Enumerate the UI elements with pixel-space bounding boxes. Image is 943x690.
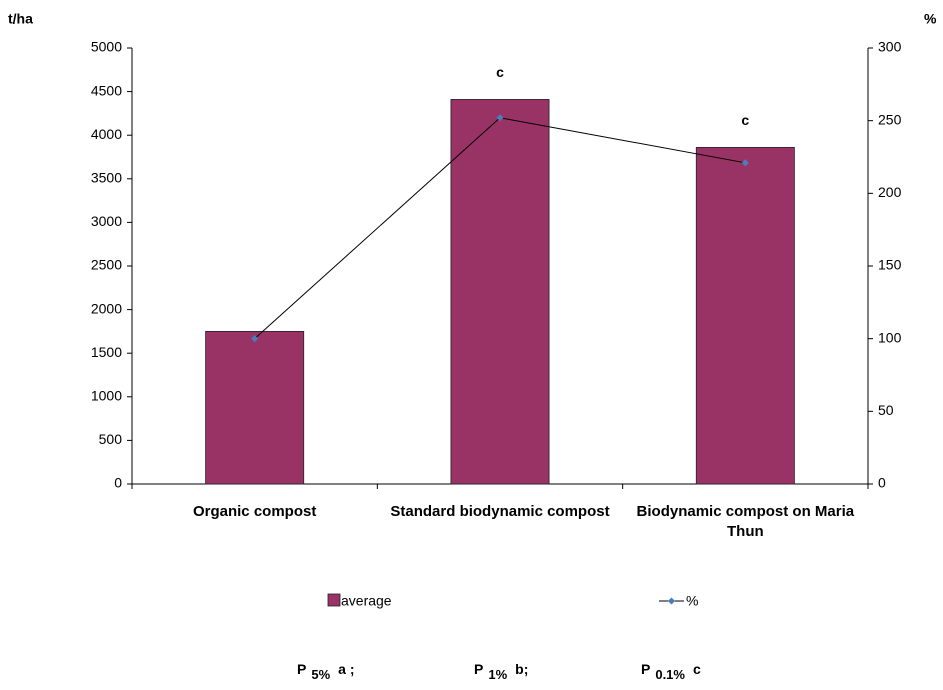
y2-axis-label: % [924, 11, 937, 27]
bar [450, 99, 550, 485]
footnote: P 0.1% c [641, 661, 701, 683]
legend-label: % [686, 593, 698, 609]
marker [741, 159, 749, 167]
footnote-letter: a ; [338, 661, 354, 677]
footnote-sub: 5% [311, 667, 330, 682]
x-tick-label: Standard biodynamic compost [390, 503, 610, 520]
y-axis-label: t/ha [8, 11, 33, 27]
y-tick-label: 2500 [91, 257, 122, 273]
marker [251, 335, 259, 343]
y2-tick-label: 100 [878, 329, 902, 345]
significance-label: c [741, 112, 749, 128]
y-tick-label: 1000 [91, 388, 122, 404]
y2-tick-label: 250 [878, 111, 902, 127]
y-tick-label: 4000 [91, 126, 122, 142]
x-tick-label: Biodynamic compost on Maria Thun [636, 503, 855, 540]
y-tick-label: 500 [99, 431, 123, 447]
y2-tick-label: 300 [878, 39, 902, 55]
y-tick-label: 5000 [91, 39, 122, 55]
y-tick-label: 4500 [91, 82, 122, 98]
legend-label: average [341, 593, 392, 609]
footnote-label: P [641, 661, 650, 677]
footnote-label: P [474, 661, 483, 677]
y-tick-label: 3000 [91, 213, 122, 229]
footnote-sub: 1% [488, 667, 507, 682]
legend-marker [667, 597, 676, 605]
y-tick-label: 3500 [91, 170, 122, 186]
y-tick-label: 1500 [91, 344, 122, 360]
footnote: P 1% b; [474, 661, 528, 683]
y2-tick-label: 0 [878, 475, 886, 491]
significance-label: c [496, 64, 504, 80]
bar [695, 147, 795, 485]
y-tick-label: 0 [114, 475, 122, 491]
y2-tick-label: 150 [878, 257, 902, 273]
footnote-letter: c [693, 661, 701, 677]
legend-swatch [327, 593, 341, 607]
footnote-sub: 0.1% [655, 667, 685, 682]
y2-tick-label: 50 [878, 402, 894, 418]
footnote: P 5% a ; [297, 661, 354, 683]
x-tick-label: Organic compost [192, 503, 317, 520]
marker [496, 114, 504, 122]
footnote-label: P [297, 661, 306, 677]
footnote-letter: b; [515, 661, 528, 677]
y2-tick-label: 200 [878, 184, 902, 200]
bar [205, 330, 305, 485]
y-tick-label: 2000 [91, 300, 122, 316]
